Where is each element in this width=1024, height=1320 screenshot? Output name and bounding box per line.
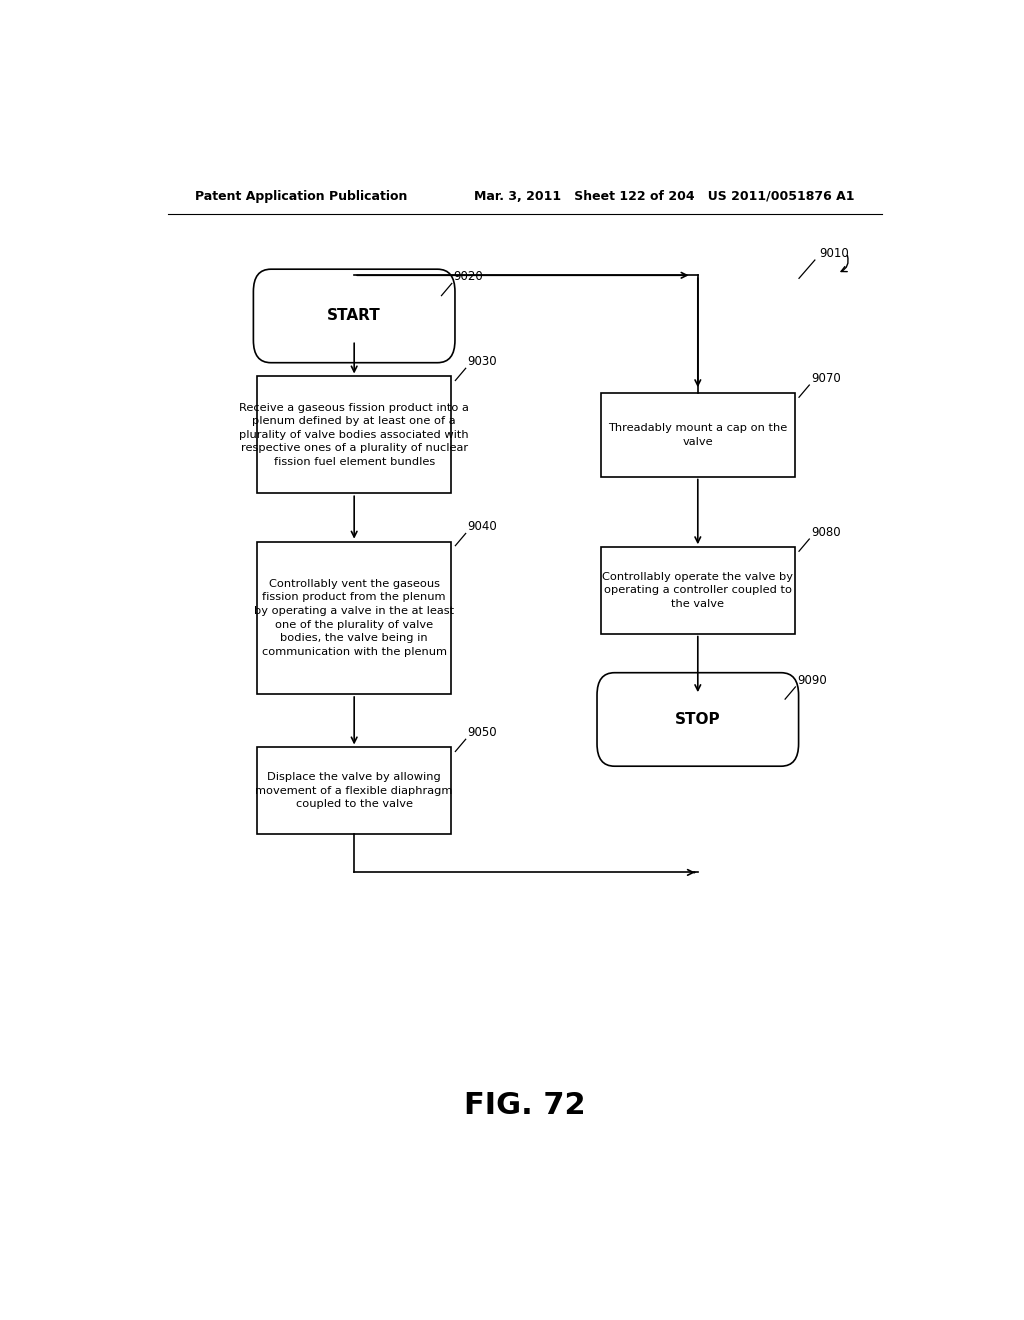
Text: 9080: 9080 xyxy=(811,527,841,539)
Text: 9090: 9090 xyxy=(797,675,826,686)
Bar xyxy=(601,548,795,634)
Bar xyxy=(601,393,795,477)
Text: 9020: 9020 xyxy=(454,271,483,284)
FancyBboxPatch shape xyxy=(253,269,455,363)
Text: STOP: STOP xyxy=(675,711,721,727)
Text: Controllably vent the gaseous
fission product from the plenum
by operating a val: Controllably vent the gaseous fission pr… xyxy=(254,578,455,657)
FancyBboxPatch shape xyxy=(597,673,799,766)
Text: 9050: 9050 xyxy=(467,726,497,739)
Text: Threadably mount a cap on the
valve: Threadably mount a cap on the valve xyxy=(608,424,787,446)
Text: START: START xyxy=(328,309,381,323)
Text: 9070: 9070 xyxy=(811,372,841,385)
Bar xyxy=(257,376,452,494)
Text: 9040: 9040 xyxy=(467,520,497,533)
Bar xyxy=(257,541,452,694)
Text: FIG. 72: FIG. 72 xyxy=(464,1092,586,1121)
Text: 9030: 9030 xyxy=(467,355,497,368)
Bar xyxy=(257,747,452,834)
Text: Displace the valve by allowing
movement of a flexible diaphragm
coupled to the v: Displace the valve by allowing movement … xyxy=(256,772,453,809)
Text: Patent Application Publication: Patent Application Publication xyxy=(196,190,408,202)
Text: 9010: 9010 xyxy=(819,247,849,260)
Text: Receive a gaseous fission product into a
plenum defined by at least one of a
plu: Receive a gaseous fission product into a… xyxy=(240,403,469,467)
Text: Mar. 3, 2011   Sheet 122 of 204   US 2011/0051876 A1: Mar. 3, 2011 Sheet 122 of 204 US 2011/00… xyxy=(474,190,854,202)
Text: Controllably operate the valve by
operating a controller coupled to
the valve: Controllably operate the valve by operat… xyxy=(602,572,794,609)
